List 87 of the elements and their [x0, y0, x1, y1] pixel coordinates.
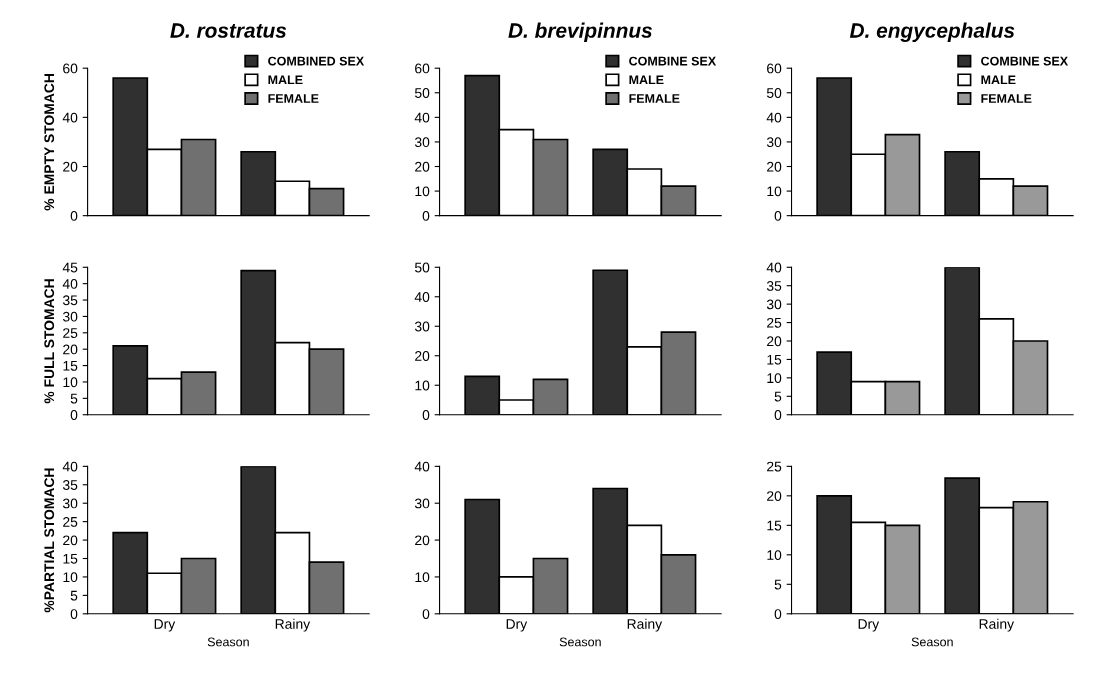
y-tick-label: 10	[63, 377, 78, 388]
y-tick-label: 40	[62, 112, 78, 123]
y-tick-label: 5	[70, 590, 78, 601]
y-tick-label: 0	[422, 410, 430, 420]
y-tick-label: 50	[414, 88, 430, 98]
legend-label: MALE	[981, 75, 1016, 85]
y-tick-label: 0	[70, 410, 78, 420]
y-tick-label: 40	[62, 461, 78, 472]
y-tick-label: 40	[766, 112, 782, 123]
x-tick-label: Dry	[154, 619, 176, 632]
y-tick-label: 40	[766, 262, 782, 273]
y-tick-label: 20	[415, 161, 430, 172]
y-tick-label: 20	[63, 535, 78, 546]
x-axis-title: Season	[559, 637, 601, 647]
y-tick-label: 5	[774, 391, 782, 402]
x-tick-label: Rainy	[979, 618, 1015, 632]
chart-title: D. rostratus	[170, 23, 287, 38]
y-tick-label: 15	[63, 553, 78, 564]
y-tick-label: 40	[62, 278, 78, 289]
y-tick-label: 10	[767, 550, 782, 560]
y-tick-label: 0	[774, 210, 782, 221]
y-tick-label: 35	[62, 295, 78, 306]
y-axis-title: % FULL STOMACH	[44, 279, 55, 404]
y-tick-label: 20	[767, 336, 782, 347]
y-tick-label: 15	[63, 361, 78, 371]
x-tick-label: Rainy	[275, 618, 311, 632]
chart-title: D. brevipinnus	[508, 22, 652, 42]
y-tick-label: 25	[63, 328, 78, 338]
y-tick-label: 0	[70, 609, 78, 619]
y-tick-label: 0	[422, 609, 430, 619]
y-tick-label: 30	[62, 311, 78, 322]
chart-title: D. engycephalus	[849, 22, 1015, 42]
y-tick-label: 60	[767, 63, 782, 74]
y-tick-label: 20	[63, 161, 78, 172]
y-tick-label: 10	[767, 186, 782, 197]
y-tick-label: 40	[414, 461, 430, 472]
y-tick-label: 10	[415, 572, 430, 583]
y-tick-label: 0	[774, 609, 782, 619]
y-tick-label: 0	[774, 410, 782, 420]
y-tick-label: 40	[414, 292, 430, 302]
y-tick-label: 60	[63, 63, 78, 74]
y-tick-label: 20	[415, 535, 430, 546]
y-tick-label: 20	[767, 161, 782, 172]
legend-label: MALE	[629, 75, 664, 85]
y-tick-label: 15	[767, 520, 782, 531]
y-tick-label: 60	[415, 63, 430, 74]
y-tick-label: 35	[766, 281, 782, 291]
y-tick-label: 10	[415, 186, 430, 197]
y-tick-label: 30	[414, 137, 430, 148]
y-tick-label: 35	[62, 480, 78, 490]
y-tick-label: 20	[767, 491, 782, 501]
x-tick-label: Dry	[858, 619, 880, 632]
y-tick-label: 15	[767, 354, 782, 365]
y-tick-label: 10	[415, 380, 430, 391]
y-tick-label: 5	[774, 579, 782, 590]
legend-label: COMBINE SEX	[629, 56, 717, 66]
legend-label: COMBINE SEX	[981, 56, 1068, 66]
y-axis-title: % EMPTY STOMACH	[44, 74, 55, 211]
y-tick-label: 30	[414, 321, 430, 332]
y-tick-label: 30	[766, 299, 782, 310]
y-tick-label: 40	[414, 112, 430, 123]
x-axis-title: Season	[911, 637, 953, 647]
y-tick-label: 25	[767, 461, 782, 472]
y-tick-label: 45	[62, 262, 78, 273]
y-tick-label: 50	[414, 262, 430, 273]
y-tick-label: 50	[766, 88, 782, 98]
y-tick-label: 0	[422, 210, 430, 221]
y-tick-label: 20	[415, 351, 430, 361]
x-axis-title: Season	[207, 637, 249, 647]
y-tick-label: 10	[63, 572, 78, 583]
legend-label: FEMALE	[981, 94, 1032, 103]
legend-label: FEMALE	[629, 94, 680, 103]
y-tick-label: 10	[767, 373, 782, 384]
legend-label: FEMALE	[268, 94, 319, 103]
y-tick-label: 30	[766, 137, 782, 148]
y-tick-label: 20	[63, 344, 78, 355]
legend-label: COMBINED SEX	[268, 56, 365, 66]
y-tick-label: 25	[63, 516, 78, 527]
y-tick-label: 0	[70, 210, 78, 221]
y-tick-label: 30	[62, 498, 78, 509]
y-axis-title: %PARTIAL STOMACH	[44, 468, 55, 613]
x-tick-label: Rainy	[627, 618, 663, 632]
legend-label: MALE	[268, 75, 303, 85]
y-tick-label: 5	[70, 393, 78, 404]
x-tick-label: Dry	[506, 619, 528, 632]
y-tick-label: 25	[767, 317, 782, 328]
y-tick-label: 30	[414, 498, 430, 509]
